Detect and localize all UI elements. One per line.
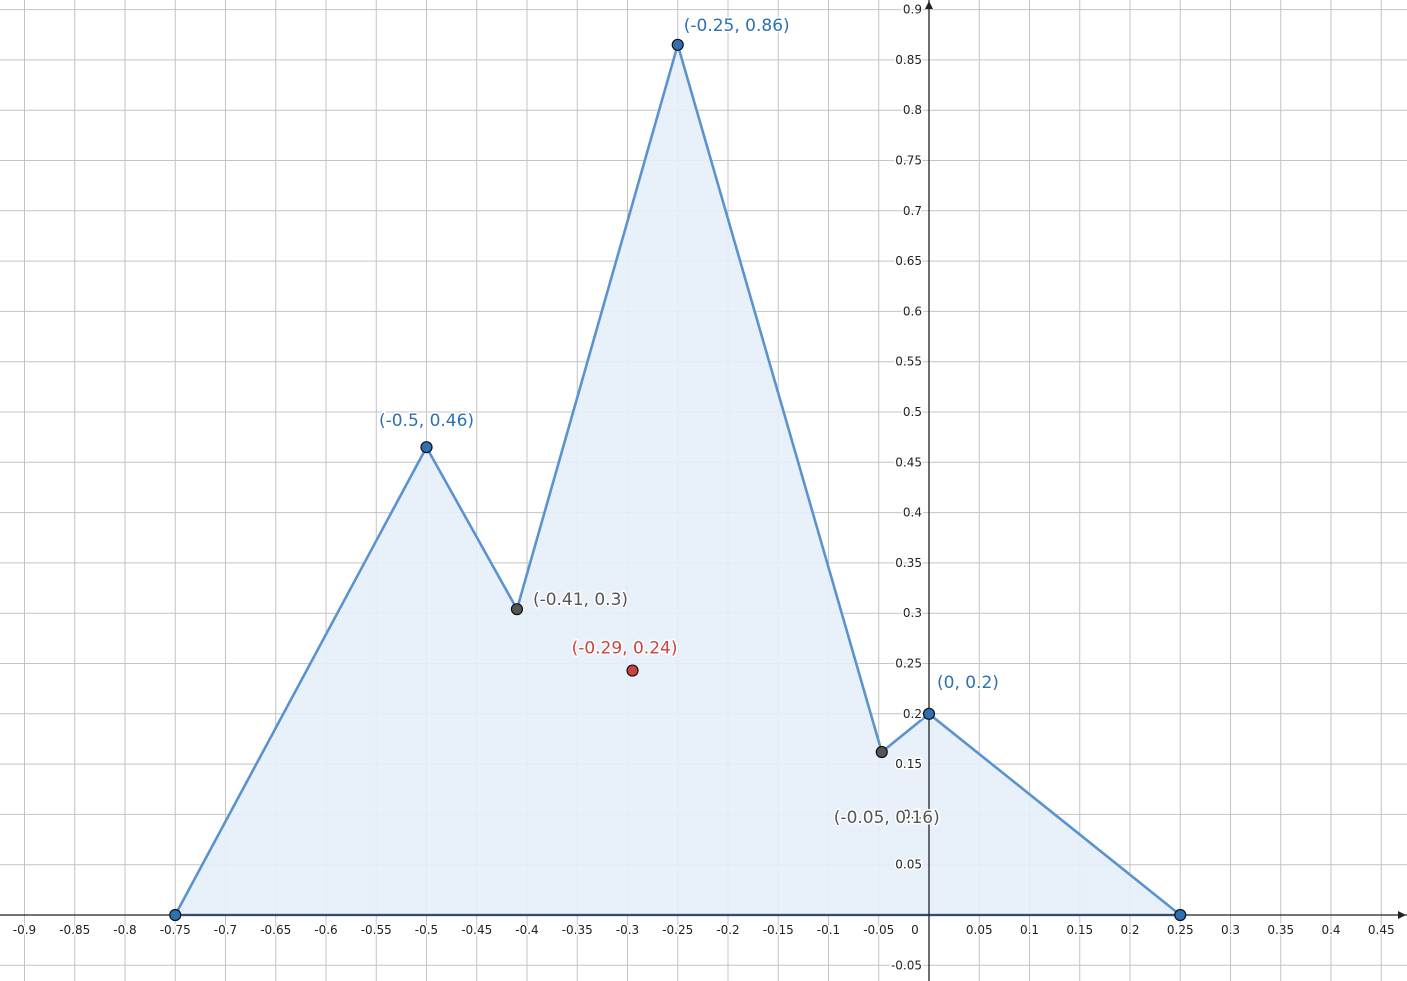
x-tick-label: -0.85 xyxy=(59,923,90,937)
data-points[interactable] xyxy=(169,38,1187,922)
x-tick-label: 0.45 xyxy=(1368,923,1395,937)
x-tick-label: -0.45 xyxy=(461,923,492,937)
y-tick-label: 0.8 xyxy=(903,103,922,117)
polygon-layer xyxy=(173,43,1182,917)
x-tick-label: 0.35 xyxy=(1267,923,1294,937)
y-tick-label: 0.4 xyxy=(903,506,922,520)
data-point[interactable] xyxy=(169,908,182,922)
y-tick-label: 0.1 xyxy=(903,807,922,821)
point-label: (-0.29, 0.24) xyxy=(572,639,678,659)
x-tick-label: -0.75 xyxy=(160,923,191,937)
y-tick-label: 0.55 xyxy=(895,355,922,369)
point-label: (-0.25, 0.86) xyxy=(684,16,790,36)
x-tick-label: -0.05 xyxy=(863,923,894,937)
x-axis-arrow-icon xyxy=(1398,911,1406,919)
x-tick-label: -0.35 xyxy=(562,923,593,937)
y-tick-label: 0.05 xyxy=(895,858,922,872)
y-tick-label: 0.35 xyxy=(895,556,922,570)
point-label: (0, 0.2) xyxy=(937,673,999,693)
x-tick-label: 0.1 xyxy=(1020,923,1039,937)
y-tick-label: 0.65 xyxy=(895,254,922,268)
y-tick-labels: -0.05 0.05 0.1 0.15 0.2 0.25 0.3 0.35 0.4 0.45 0.5… xyxy=(889,1,923,974)
x-tick-label: 0.15 xyxy=(1066,923,1093,937)
y-tick-label: 0.5 xyxy=(903,405,922,419)
point-label: (-0.5, 0.46) xyxy=(379,411,474,431)
x-tick-label: -0.4 xyxy=(515,923,538,937)
data-point[interactable] xyxy=(626,664,639,677)
shaded-polygon xyxy=(173,43,1182,917)
x-tick-label: 0.05 xyxy=(966,923,993,937)
x-tick-label: 0.25 xyxy=(1167,923,1194,937)
y-tick-label: 0.9 xyxy=(903,3,922,17)
y-tick-label: 0.15 xyxy=(895,757,922,771)
x-tick-label: -0.25 xyxy=(662,923,693,937)
data-point[interactable] xyxy=(510,603,524,616)
data-point[interactable] xyxy=(671,38,684,51)
y-tick-label: 0.85 xyxy=(895,53,922,67)
x-tick-label: -0.1 xyxy=(817,923,840,937)
x-tick-label: 0 xyxy=(911,923,919,937)
point-labels: (-0.5, 0.46) (-0.41, 0.3) (-0.25, 0.86) (-0… xyxy=(377,14,1000,829)
data-point[interactable] xyxy=(875,745,888,759)
y-tick-label: 0.2 xyxy=(903,707,922,721)
x-tick-label: -0.2 xyxy=(716,923,739,937)
y-tick-label: 0.45 xyxy=(895,455,922,469)
data-point[interactable] xyxy=(922,707,936,720)
data-point[interactable] xyxy=(420,441,433,454)
y-tick-label: 0.6 xyxy=(903,304,922,318)
x-tick-label: 0.3 xyxy=(1221,923,1240,937)
y-tick-label: 0.75 xyxy=(895,154,922,168)
data-point[interactable] xyxy=(1174,908,1187,922)
point-label: (-0.05, 0.16) xyxy=(834,808,940,828)
x-tick-label: -0.8 xyxy=(113,923,136,937)
x-tick-label: -0.9 xyxy=(13,923,36,937)
y-tick-label: 0.25 xyxy=(895,657,922,671)
y-tick-label: 0.7 xyxy=(903,204,922,218)
x-tick-label: -0.7 xyxy=(214,923,237,937)
x-tick-label: -0.65 xyxy=(260,923,291,937)
x-tick-label: -0.6 xyxy=(314,923,337,937)
x-tick-label: -0.55 xyxy=(361,923,392,937)
x-tick-label: 0.4 xyxy=(1321,923,1340,937)
point-label: (-0.41, 0.3) xyxy=(533,590,628,610)
y-tick-label: -0.05 xyxy=(891,958,922,972)
y-tick-label: 0.3 xyxy=(903,606,922,620)
x-tick-labels: -0.9 -0.85 -0.8 -0.75 -0.7 -0.65 -0.6 -0.55 -0.5… xyxy=(11,922,1396,939)
x-tick-label: -0.3 xyxy=(616,923,639,937)
x-tick-label: -0.15 xyxy=(763,923,794,937)
x-tick-label: 0.2 xyxy=(1120,923,1139,937)
y-axis-arrow-icon xyxy=(925,1,933,9)
x-tick-label: -0.5 xyxy=(415,923,438,937)
